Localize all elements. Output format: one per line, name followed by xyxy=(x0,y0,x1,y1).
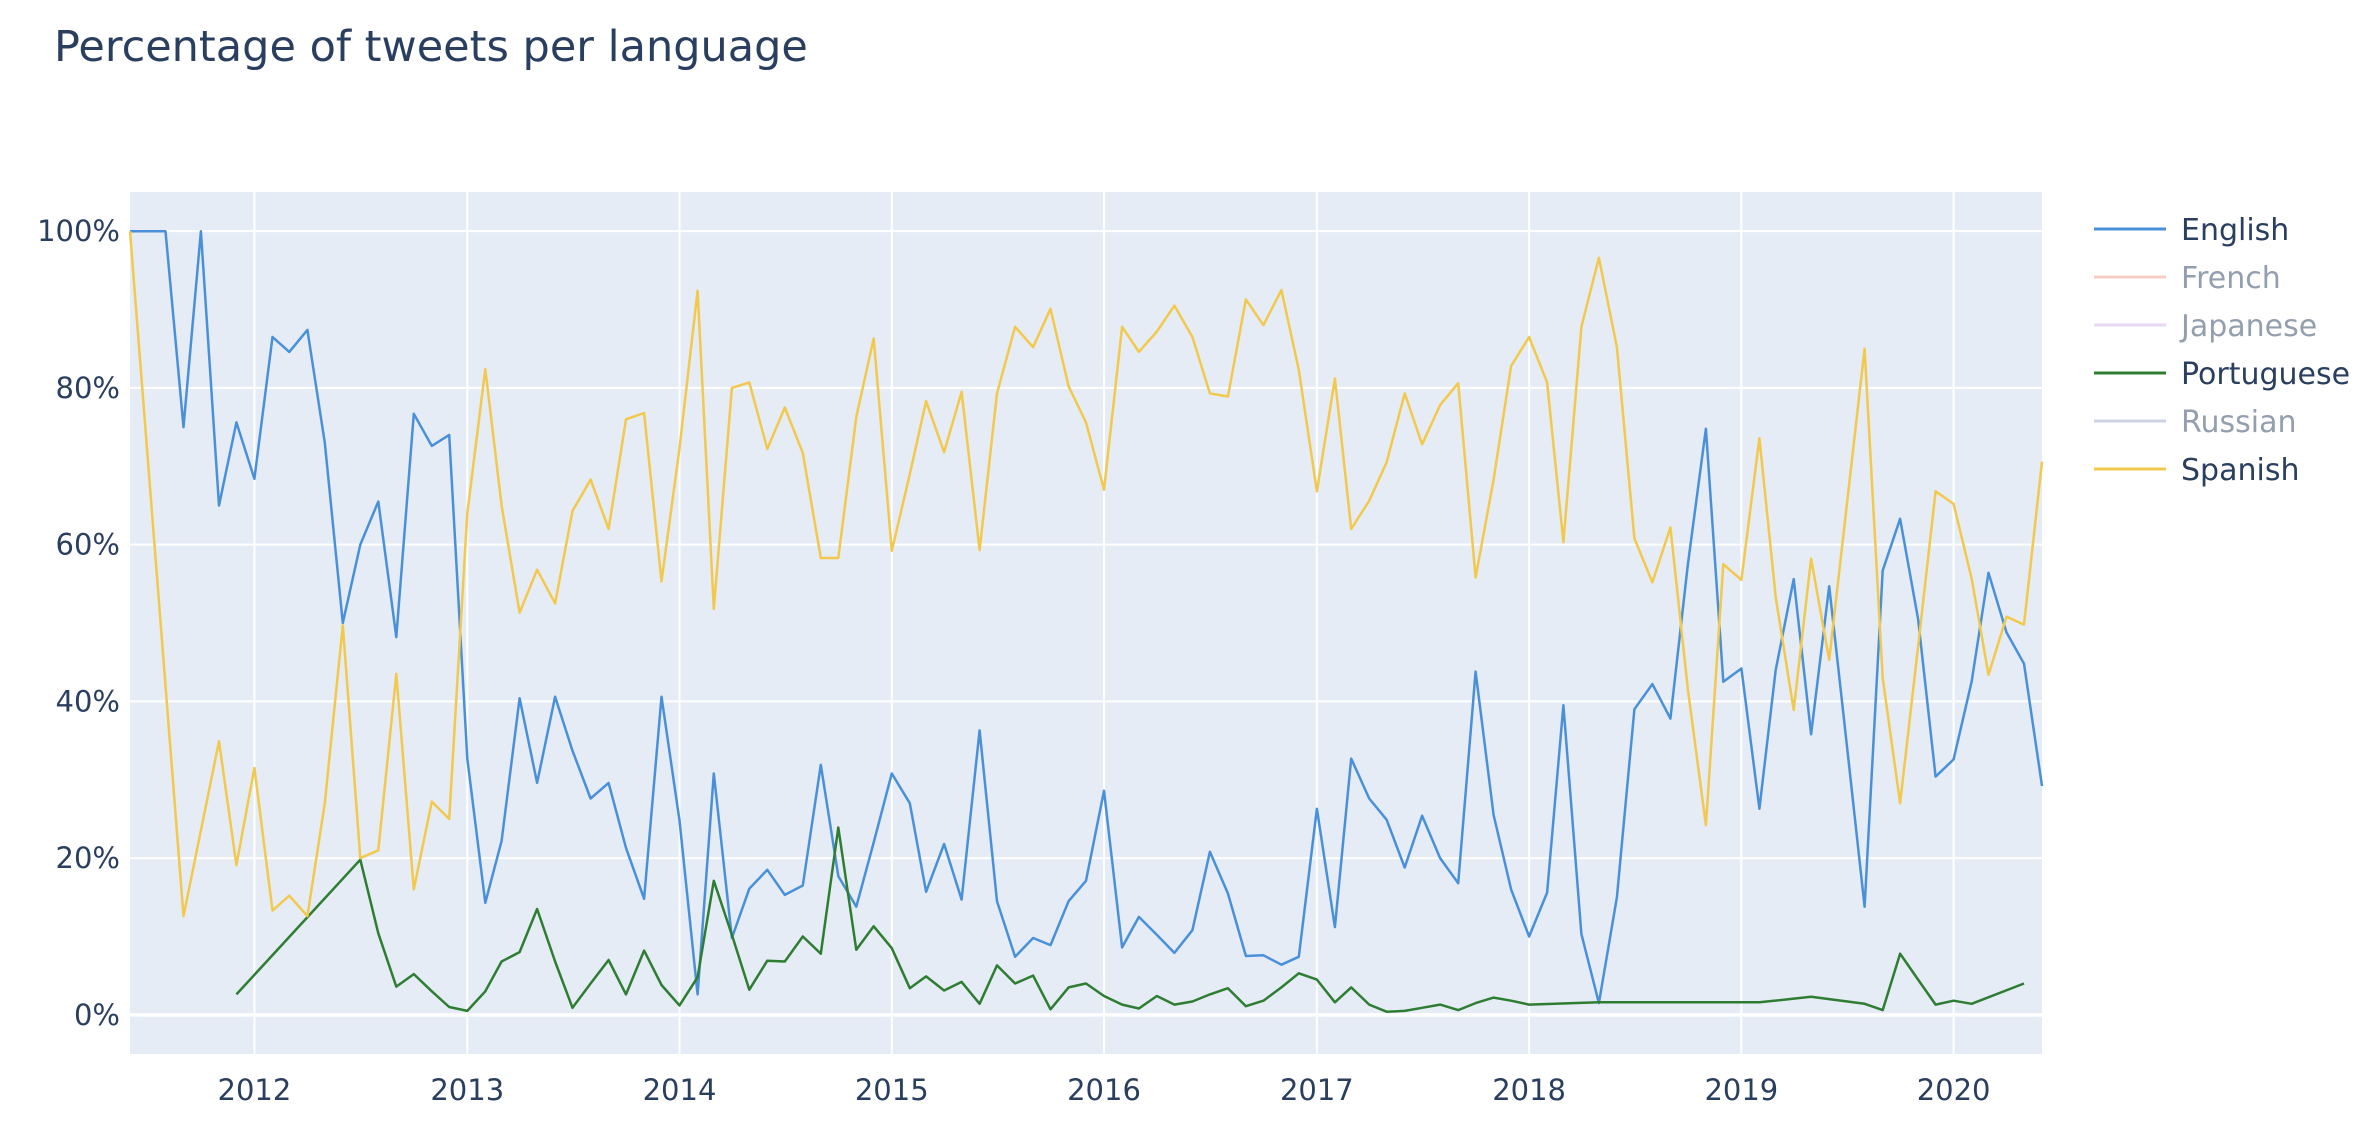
x-tick-label: 2018 xyxy=(1492,1073,1566,1107)
legend-label: Japanese xyxy=(2179,309,2317,344)
legend-item-russian[interactable]: Russian xyxy=(2094,405,2297,440)
legend-item-french[interactable]: French xyxy=(2094,261,2281,296)
y-tick-label: 40% xyxy=(56,684,120,718)
x-tick-label: 2012 xyxy=(218,1073,292,1107)
legend-label: French xyxy=(2181,261,2281,296)
x-tick-label: 2020 xyxy=(1917,1073,1991,1107)
y-axis-tick-labels: 0% 20% 40% 60% 80% 100% xyxy=(37,214,120,1032)
legend-label: Portuguese xyxy=(2181,357,2350,392)
y-tick-label: 20% xyxy=(56,841,120,875)
y-tick-label: 100% xyxy=(37,214,120,248)
x-tick-label: 2017 xyxy=(1280,1073,1354,1107)
x-tick-label: 2014 xyxy=(643,1073,717,1107)
series-line-portuguese xyxy=(235,826,2025,1013)
legend-item-english[interactable]: English xyxy=(2094,213,2289,248)
gridlines xyxy=(130,192,2042,1054)
x-tick-label: 2013 xyxy=(430,1073,504,1107)
legend-label: Spanish xyxy=(2181,453,2299,488)
legend-item-japanese[interactable]: Japanese xyxy=(2094,309,2317,344)
y-tick-label: 0% xyxy=(74,998,120,1032)
series-line-english xyxy=(130,229,2044,1005)
x-tick-label: 2016 xyxy=(1067,1073,1141,1107)
legend-item-portuguese[interactable]: Portuguese xyxy=(2094,357,2350,392)
y-tick-label: 60% xyxy=(56,528,120,562)
legend-item-spanish[interactable]: Spanish xyxy=(2094,453,2299,488)
x-tick-label: 2019 xyxy=(1704,1073,1778,1107)
chart-title: Percentage of tweets per language xyxy=(54,22,808,72)
legend-label: English xyxy=(2181,213,2289,248)
series-line-spanish xyxy=(128,231,2044,918)
x-axis-tick-labels: 2012 2013 2014 2015 2016 2017 2018 2019 2020 xyxy=(218,1073,1991,1107)
series-lines xyxy=(128,229,2044,1013)
legend-label: Russian xyxy=(2181,405,2297,440)
plot-area-background xyxy=(130,192,2042,1054)
x-tick-label: 2015 xyxy=(855,1073,929,1107)
y-tick-label: 80% xyxy=(56,371,120,405)
legend: English French Japanese Portuguese Russian Sp… xyxy=(2094,213,2350,488)
